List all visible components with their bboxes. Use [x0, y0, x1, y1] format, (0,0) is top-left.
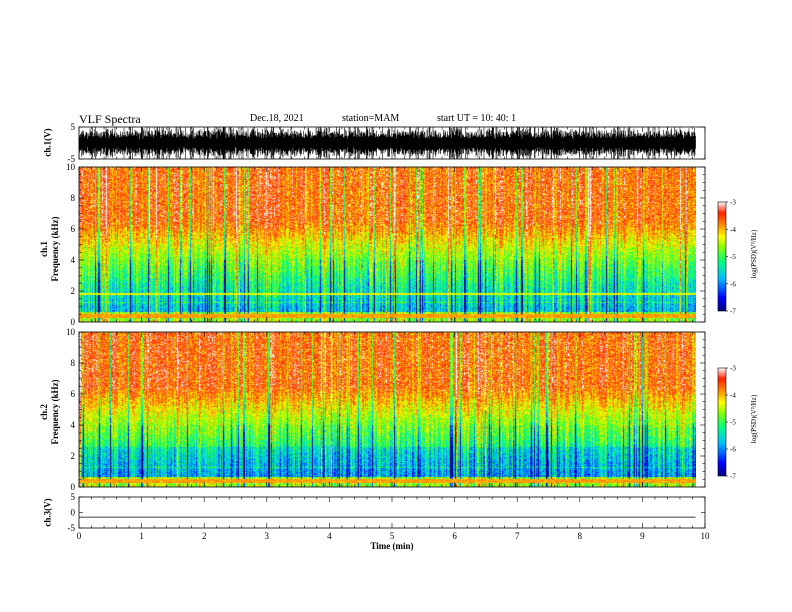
x-tick-label: 9 [640, 531, 645, 541]
station-label: station=MAM [342, 113, 400, 124]
ch2-spec-ytick-label: 10 [66, 327, 76, 337]
ch1-waveform-trace [78, 127, 696, 159]
colorbar-tick-label: -4 [730, 392, 736, 400]
ch3-wave-ytick-label: -5 [68, 523, 76, 533]
colorbar-tick-label: -6 [730, 446, 736, 454]
colorbar-tick-label: -4 [730, 226, 736, 234]
ch1-spec-ytick-label: 2 [71, 286, 76, 296]
x-tick-label: 0 [77, 531, 82, 541]
ch2-spec-ytick-label: 4 [71, 420, 76, 430]
ch1-spec-ytick-label: 4 [71, 255, 76, 265]
ch2-spec-ytick-label: 6 [71, 389, 76, 399]
colorbar-tick-label: -6 [730, 280, 736, 288]
ch1-spec-ytick-label: 0 [71, 317, 76, 327]
figure-title: VLF Spectra [79, 112, 141, 126]
ch2-spec-ytick-label: 8 [71, 358, 76, 368]
ch2-colorbar [717, 367, 727, 477]
x-tick-label: 7 [515, 531, 520, 541]
colorbar-tick-label: -7 [730, 473, 736, 481]
start-ut-label: start UT = 10: 40: 1 [437, 113, 517, 124]
x-tick-label: 3 [265, 531, 270, 541]
x-tick-label: 2 [202, 531, 207, 541]
date-label: Dec.18, 2021 [250, 113, 304, 124]
ch1-spectrogram-image [79, 167, 696, 322]
ch1-spec-ytick-label: 8 [71, 193, 76, 203]
ch2-spectrogram-image [79, 332, 696, 487]
x-tick-label: 10 [701, 531, 711, 541]
ch3-wave-ytick-label: 5 [71, 492, 76, 502]
x-tick-label: 5 [390, 531, 395, 541]
colorbar-tick-label: -3 [730, 365, 736, 373]
ch2-spec-ytick-label: 0 [71, 482, 76, 492]
x-axis-label: Time (min) [370, 541, 413, 551]
ch3-wave-ytick-label: 0 [71, 508, 76, 518]
ch2-spec-ytick-label: 2 [71, 451, 76, 461]
ch1-spec-ytick-label: 6 [71, 224, 76, 234]
x-tick-label: 6 [452, 531, 457, 541]
ch1-spec-ytick-label: 10 [66, 162, 76, 172]
colorbar-tick-label: -7 [730, 308, 736, 316]
x-tick-label: 4 [327, 531, 332, 541]
colorbar-tick-label: -5 [730, 419, 736, 427]
colorbar-tick-label: -5 [730, 253, 736, 261]
colorbar-tick-label: -3 [730, 199, 736, 207]
ch1-colorbar [717, 201, 727, 312]
x-tick-label: 8 [578, 531, 583, 541]
x-tick-label: 1 [139, 531, 144, 541]
ch1-wave-ytick-label: 5 [71, 122, 76, 132]
ch1-wave-ytick-label: -5 [68, 154, 76, 164]
